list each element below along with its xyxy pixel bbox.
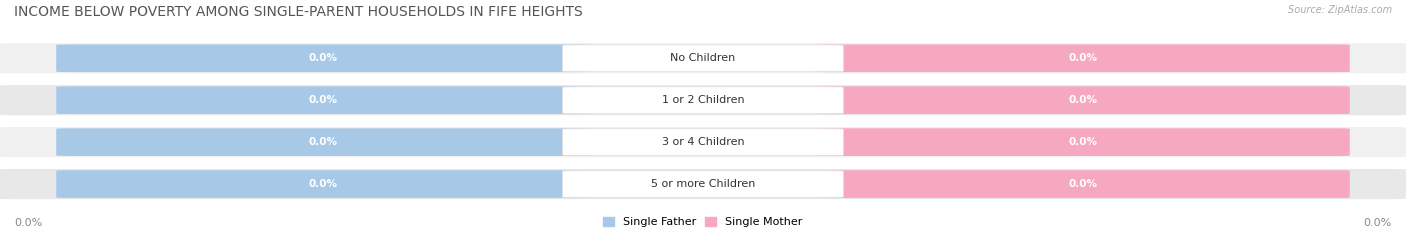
FancyBboxPatch shape (562, 129, 844, 156)
FancyBboxPatch shape (815, 170, 1350, 198)
Text: 0.0%: 0.0% (309, 53, 337, 63)
FancyBboxPatch shape (815, 86, 1350, 114)
FancyBboxPatch shape (0, 127, 1406, 157)
Text: 5 or more Children: 5 or more Children (651, 179, 755, 189)
FancyBboxPatch shape (0, 43, 1406, 73)
Text: 0.0%: 0.0% (309, 137, 337, 147)
FancyBboxPatch shape (562, 45, 844, 72)
FancyBboxPatch shape (56, 170, 591, 198)
FancyBboxPatch shape (0, 169, 1406, 199)
Text: 0.0%: 0.0% (1069, 53, 1097, 63)
FancyBboxPatch shape (56, 45, 591, 72)
Text: 1 or 2 Children: 1 or 2 Children (662, 95, 744, 105)
Text: 0.0%: 0.0% (1069, 95, 1097, 105)
Legend: Single Father, Single Mother: Single Father, Single Mother (603, 217, 803, 227)
FancyBboxPatch shape (815, 128, 1350, 156)
FancyBboxPatch shape (815, 45, 1350, 72)
FancyBboxPatch shape (56, 128, 591, 156)
Text: Source: ZipAtlas.com: Source: ZipAtlas.com (1288, 5, 1392, 15)
FancyBboxPatch shape (562, 171, 844, 198)
FancyBboxPatch shape (562, 87, 844, 114)
Text: 0.0%: 0.0% (309, 95, 337, 105)
FancyBboxPatch shape (0, 85, 1406, 115)
Text: 0.0%: 0.0% (14, 218, 42, 228)
Text: 0.0%: 0.0% (1069, 179, 1097, 189)
Text: 0.0%: 0.0% (1364, 218, 1392, 228)
Text: 0.0%: 0.0% (309, 179, 337, 189)
Text: 0.0%: 0.0% (1069, 137, 1097, 147)
Text: INCOME BELOW POVERTY AMONG SINGLE-PARENT HOUSEHOLDS IN FIFE HEIGHTS: INCOME BELOW POVERTY AMONG SINGLE-PARENT… (14, 5, 583, 19)
Text: No Children: No Children (671, 53, 735, 63)
FancyBboxPatch shape (56, 86, 591, 114)
Text: 3 or 4 Children: 3 or 4 Children (662, 137, 744, 147)
